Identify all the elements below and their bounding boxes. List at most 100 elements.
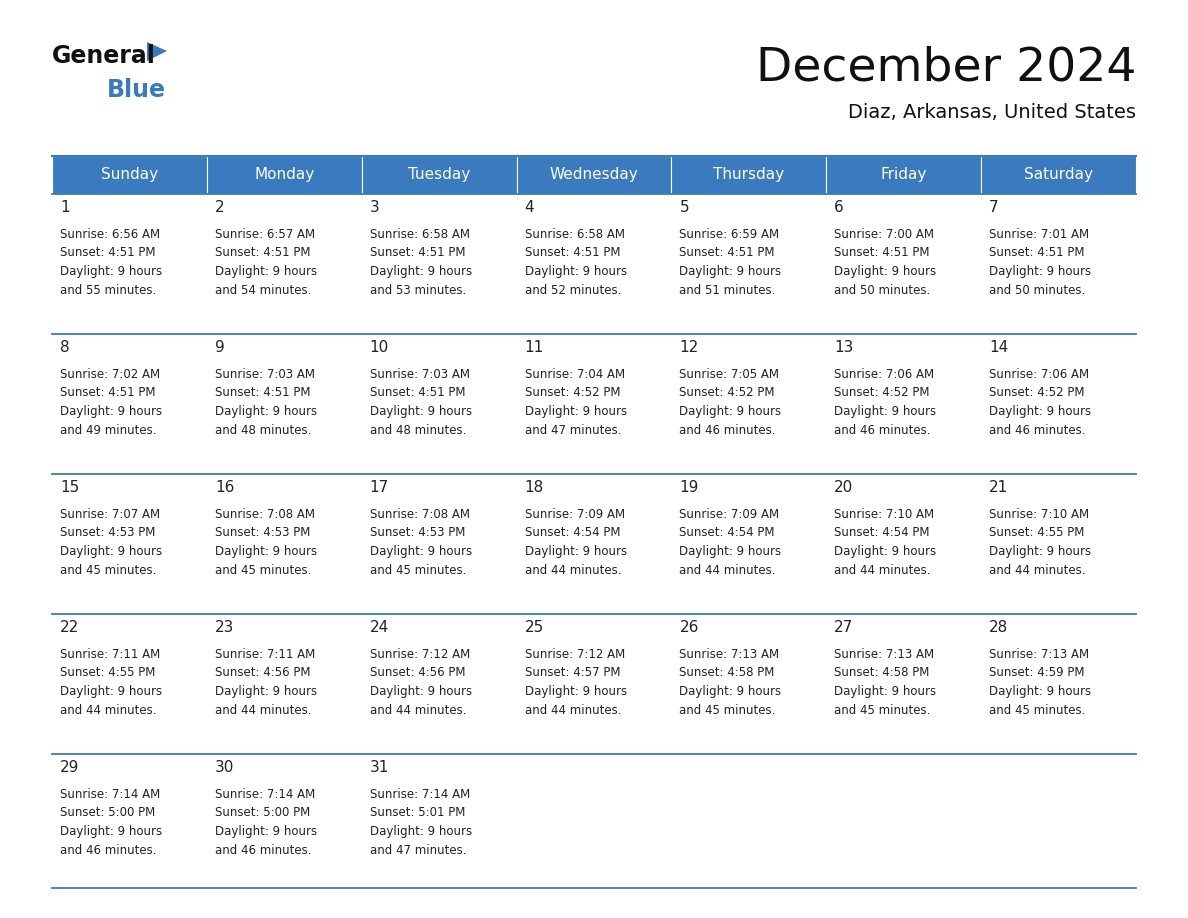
Text: Friday: Friday (880, 167, 927, 183)
Text: Sunrise: 7:13 AM: Sunrise: 7:13 AM (834, 648, 935, 661)
Text: and 46 minutes.: and 46 minutes. (61, 844, 157, 856)
Text: 27: 27 (834, 621, 853, 635)
Text: and 48 minutes.: and 48 minutes. (215, 423, 311, 436)
Text: Tuesday: Tuesday (407, 167, 470, 183)
Text: 2: 2 (215, 200, 225, 216)
Text: Sunset: 4:52 PM: Sunset: 4:52 PM (525, 386, 620, 399)
Bar (517, 194, 671, 334)
Text: Daylight: 9 hours: Daylight: 9 hours (369, 405, 472, 418)
Text: Sunset: 4:53 PM: Sunset: 4:53 PM (215, 527, 310, 540)
Text: Sunset: 4:52 PM: Sunset: 4:52 PM (834, 386, 930, 399)
Polygon shape (147, 42, 168, 61)
Text: Daylight: 9 hours: Daylight: 9 hours (215, 405, 317, 418)
Text: Daylight: 9 hours: Daylight: 9 hours (215, 825, 317, 838)
Bar (981, 334, 1136, 474)
Text: Sunrise: 7:06 AM: Sunrise: 7:06 AM (990, 368, 1089, 381)
Text: 30: 30 (215, 760, 234, 776)
Text: 9: 9 (215, 341, 225, 355)
Text: Sunset: 4:51 PM: Sunset: 4:51 PM (990, 247, 1085, 260)
Bar (361, 754, 517, 888)
Text: Daylight: 9 hours: Daylight: 9 hours (834, 265, 936, 278)
Text: 29: 29 (61, 760, 80, 776)
Text: Sunset: 4:51 PM: Sunset: 4:51 PM (834, 247, 930, 260)
Bar (361, 334, 517, 474)
Text: Saturday: Saturday (1024, 167, 1093, 183)
Text: Sunset: 4:53 PM: Sunset: 4:53 PM (61, 527, 156, 540)
Text: Sunset: 4:51 PM: Sunset: 4:51 PM (369, 386, 466, 399)
Bar (361, 614, 517, 754)
Text: 6: 6 (834, 200, 843, 216)
Text: Sunday: Sunday (101, 167, 158, 183)
Text: and 53 minutes.: and 53 minutes. (369, 284, 466, 297)
Text: and 46 minutes.: and 46 minutes. (990, 423, 1086, 436)
Text: Daylight: 9 hours: Daylight: 9 hours (215, 265, 317, 278)
Bar (981, 194, 1136, 334)
Text: Sunset: 4:55 PM: Sunset: 4:55 PM (990, 527, 1085, 540)
Text: Daylight: 9 hours: Daylight: 9 hours (61, 265, 162, 278)
Bar (52, 754, 207, 888)
Text: Sunset: 4:58 PM: Sunset: 4:58 PM (834, 666, 930, 679)
Bar (671, 156, 827, 194)
Text: and 44 minutes.: and 44 minutes. (834, 564, 930, 577)
Text: Sunrise: 7:09 AM: Sunrise: 7:09 AM (680, 508, 779, 521)
Text: 1: 1 (61, 200, 70, 216)
Text: and 44 minutes.: and 44 minutes. (369, 703, 466, 717)
Bar (981, 156, 1136, 194)
Text: 3: 3 (369, 200, 379, 216)
Text: Daylight: 9 hours: Daylight: 9 hours (680, 265, 782, 278)
Bar (52, 334, 207, 474)
Text: Daylight: 9 hours: Daylight: 9 hours (680, 685, 782, 698)
Text: 17: 17 (369, 480, 388, 496)
Text: 28: 28 (990, 621, 1009, 635)
Text: 7: 7 (990, 200, 999, 216)
Text: Sunrise: 7:05 AM: Sunrise: 7:05 AM (680, 368, 779, 381)
Text: 31: 31 (369, 760, 390, 776)
Text: 5: 5 (680, 200, 689, 216)
Text: Sunrise: 7:01 AM: Sunrise: 7:01 AM (990, 228, 1089, 241)
Text: Sunset: 4:52 PM: Sunset: 4:52 PM (680, 386, 775, 399)
Text: 14: 14 (990, 341, 1009, 355)
Text: 26: 26 (680, 621, 699, 635)
Text: Sunset: 4:56 PM: Sunset: 4:56 PM (369, 666, 466, 679)
Text: 25: 25 (525, 621, 544, 635)
Text: 4: 4 (525, 200, 535, 216)
Text: Sunset: 4:53 PM: Sunset: 4:53 PM (369, 527, 465, 540)
Bar (207, 156, 361, 194)
Text: Sunrise: 6:59 AM: Sunrise: 6:59 AM (680, 228, 779, 241)
Text: Daylight: 9 hours: Daylight: 9 hours (369, 545, 472, 558)
Text: Sunset: 4:57 PM: Sunset: 4:57 PM (525, 666, 620, 679)
Text: 21: 21 (990, 480, 1009, 496)
Text: and 44 minutes.: and 44 minutes. (525, 703, 621, 717)
Bar (361, 194, 517, 334)
Text: Sunrise: 7:11 AM: Sunrise: 7:11 AM (215, 648, 315, 661)
Text: Sunrise: 7:12 AM: Sunrise: 7:12 AM (369, 648, 470, 661)
Text: Daylight: 9 hours: Daylight: 9 hours (61, 825, 162, 838)
Text: Sunset: 4:51 PM: Sunset: 4:51 PM (680, 247, 775, 260)
Text: Daylight: 9 hours: Daylight: 9 hours (525, 265, 627, 278)
Text: Daylight: 9 hours: Daylight: 9 hours (215, 545, 317, 558)
Text: Sunrise: 7:10 AM: Sunrise: 7:10 AM (834, 508, 935, 521)
Text: 19: 19 (680, 480, 699, 496)
Text: Sunset: 4:58 PM: Sunset: 4:58 PM (680, 666, 775, 679)
Bar (52, 156, 207, 194)
Text: Sunset: 5:01 PM: Sunset: 5:01 PM (369, 807, 465, 820)
Bar (827, 474, 981, 614)
Bar (517, 156, 671, 194)
Bar (517, 754, 671, 888)
Text: Sunrise: 7:08 AM: Sunrise: 7:08 AM (215, 508, 315, 521)
Text: 10: 10 (369, 341, 388, 355)
Text: Daylight: 9 hours: Daylight: 9 hours (215, 685, 317, 698)
Bar (207, 194, 361, 334)
Bar (671, 614, 827, 754)
Text: Blue: Blue (107, 78, 166, 102)
Text: Sunset: 5:00 PM: Sunset: 5:00 PM (61, 807, 156, 820)
Text: Sunset: 4:51 PM: Sunset: 4:51 PM (369, 247, 466, 260)
Text: Daylight: 9 hours: Daylight: 9 hours (369, 685, 472, 698)
Text: Daylight: 9 hours: Daylight: 9 hours (834, 685, 936, 698)
Bar (361, 474, 517, 614)
Text: and 47 minutes.: and 47 minutes. (369, 844, 466, 856)
Text: and 51 minutes.: and 51 minutes. (680, 284, 776, 297)
Text: Sunrise: 7:13 AM: Sunrise: 7:13 AM (990, 648, 1089, 661)
Bar (52, 474, 207, 614)
Text: and 46 minutes.: and 46 minutes. (680, 423, 776, 436)
